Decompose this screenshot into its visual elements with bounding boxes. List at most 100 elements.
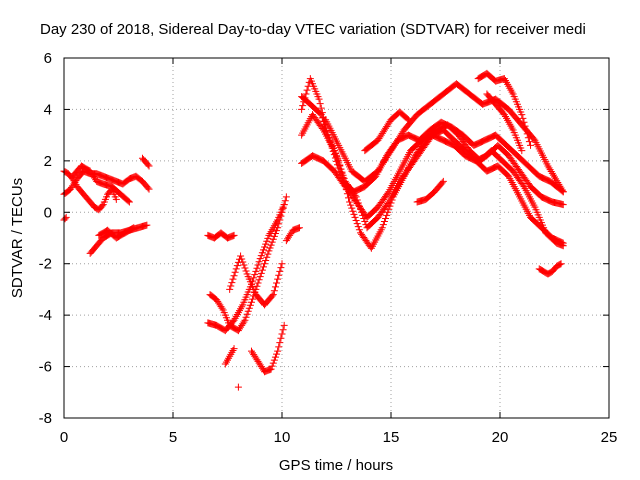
data-point bbox=[404, 116, 412, 124]
data-point bbox=[261, 260, 269, 268]
data-series bbox=[298, 131, 567, 221]
data-series bbox=[322, 80, 567, 196]
data-point bbox=[253, 264, 261, 272]
data-point bbox=[525, 138, 533, 146]
data-point bbox=[301, 94, 309, 102]
data-point bbox=[273, 279, 281, 287]
data-point bbox=[226, 285, 234, 293]
data-point bbox=[339, 171, 347, 179]
data-point bbox=[124, 197, 132, 205]
data-series bbox=[226, 252, 286, 309]
data-point bbox=[523, 130, 531, 138]
data-point bbox=[336, 162, 344, 170]
y-tick-label: 2 bbox=[44, 153, 52, 170]
data-point bbox=[267, 241, 275, 249]
data-point bbox=[318, 109, 326, 117]
data-point bbox=[112, 195, 120, 203]
data-point bbox=[245, 304, 253, 312]
data-point bbox=[257, 252, 265, 260]
data-points bbox=[60, 69, 567, 391]
data-point bbox=[268, 238, 276, 246]
data-point bbox=[257, 269, 265, 277]
data-point bbox=[259, 263, 267, 271]
data-point bbox=[228, 279, 236, 287]
data-point bbox=[316, 100, 324, 108]
data-series bbox=[413, 177, 447, 206]
data-point bbox=[246, 301, 254, 309]
data-series bbox=[60, 213, 70, 224]
data-point bbox=[275, 271, 283, 279]
data-point bbox=[252, 267, 260, 275]
data-point bbox=[303, 86, 311, 94]
data-series bbox=[138, 154, 153, 170]
data-point bbox=[382, 214, 390, 222]
data-point bbox=[258, 249, 266, 257]
data-point bbox=[335, 159, 343, 167]
data-series bbox=[221, 345, 238, 368]
data-point bbox=[241, 316, 249, 324]
data-point bbox=[380, 218, 388, 226]
data-point bbox=[282, 193, 290, 201]
data-point bbox=[334, 156, 342, 164]
data-point bbox=[268, 362, 276, 370]
data-point bbox=[273, 227, 281, 235]
data-point bbox=[227, 282, 235, 290]
x-axis-label: GPS time / hours bbox=[279, 457, 393, 474]
data-point bbox=[271, 283, 279, 291]
data-point bbox=[378, 224, 386, 232]
data-point bbox=[521, 122, 529, 130]
data-point bbox=[556, 260, 564, 268]
data-point bbox=[263, 237, 271, 245]
grid bbox=[64, 58, 609, 418]
chart-title: Day 230 of 2018, Sidereal Day-to-day VTE… bbox=[40, 21, 586, 38]
data-point bbox=[275, 220, 283, 228]
data-point bbox=[274, 347, 282, 355]
data-point bbox=[271, 230, 279, 237]
data-point bbox=[331, 150, 339, 158]
data-point bbox=[238, 255, 246, 263]
data-point bbox=[247, 298, 255, 306]
data-point bbox=[262, 240, 270, 248]
data-point bbox=[349, 207, 357, 215]
data-series bbox=[234, 383, 242, 391]
y-axis-label: SDTVAR / TECUs bbox=[9, 178, 26, 298]
data-point bbox=[237, 252, 245, 260]
x-tick-label: 20 bbox=[492, 429, 509, 446]
data-point bbox=[384, 200, 392, 208]
data-point bbox=[559, 188, 567, 196]
data-point bbox=[384, 208, 392, 216]
data-series bbox=[95, 224, 138, 242]
data-point bbox=[274, 275, 282, 283]
data-point bbox=[522, 126, 530, 134]
data-point bbox=[251, 271, 259, 279]
data-point bbox=[268, 292, 276, 300]
data-point bbox=[261, 243, 269, 251]
data-point bbox=[229, 275, 237, 283]
data-series bbox=[298, 111, 567, 247]
x-tick-label: 10 bbox=[274, 429, 291, 446]
data-point bbox=[264, 250, 272, 258]
data-series bbox=[69, 162, 133, 206]
data-point bbox=[249, 295, 257, 303]
data-point bbox=[266, 244, 274, 252]
x-tick-label: 15 bbox=[383, 429, 400, 446]
data-point bbox=[241, 264, 249, 272]
data-point bbox=[383, 211, 391, 219]
data-point bbox=[242, 267, 250, 275]
data-point bbox=[379, 221, 387, 229]
data-point bbox=[269, 235, 277, 243]
data-series bbox=[361, 108, 412, 155]
data-point bbox=[232, 265, 240, 273]
data-point bbox=[264, 234, 272, 242]
data-series bbox=[474, 69, 535, 149]
plot-frame bbox=[63, 57, 610, 419]
data-point bbox=[254, 261, 262, 269]
data-point bbox=[347, 201, 355, 209]
y-tick-label: 0 bbox=[44, 204, 52, 221]
x-tick-label: 25 bbox=[601, 429, 618, 446]
data-point bbox=[253, 282, 261, 290]
data-point bbox=[277, 264, 285, 272]
data-point bbox=[295, 224, 303, 232]
data-series bbox=[483, 90, 526, 155]
data-point bbox=[520, 118, 528, 126]
